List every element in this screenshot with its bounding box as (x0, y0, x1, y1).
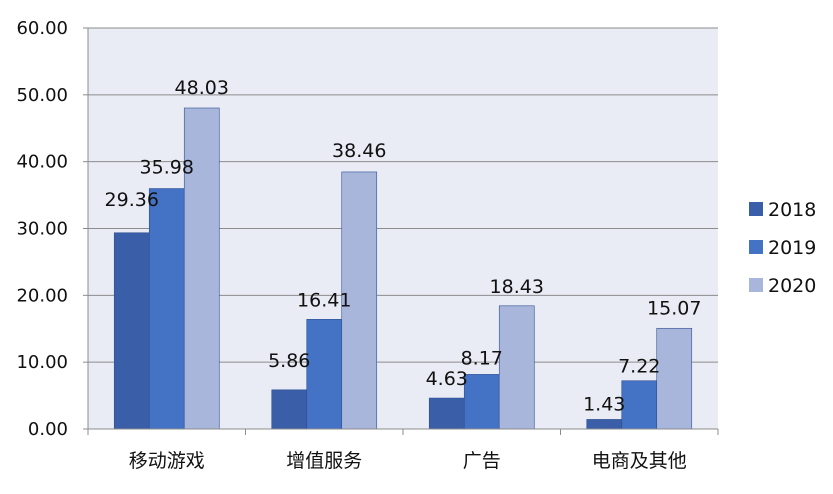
bar-2018-4 (586, 419, 623, 430)
bar-2018-2 (271, 389, 308, 430)
data-label: 16.41 (297, 289, 351, 311)
legend-swatch-2020 (749, 278, 763, 292)
y-tick-label: 40.00 (16, 152, 68, 173)
legend-label-2018: 2018 (768, 199, 816, 221)
x-category-label: 移动游戏 (129, 450, 205, 472)
bar-2019-3 (463, 374, 500, 430)
bar-2020-3 (498, 305, 535, 430)
bar-2019-2 (306, 319, 343, 430)
bar-2019-4 (621, 380, 658, 430)
data-label: 38.46 (332, 140, 386, 162)
y-tick-label: 60.00 (16, 18, 68, 39)
bar-2020-4 (656, 327, 693, 430)
data-label: 4.63 (426, 368, 468, 390)
bar-2018-1 (113, 232, 150, 430)
bar-2018-3 (428, 397, 465, 430)
legend-swatch-2019 (749, 240, 763, 254)
axes (87, 28, 719, 435)
legend-label-2019: 2019 (768, 237, 816, 259)
legend-swatch-2018 (749, 202, 763, 216)
legend: 2018 2019 2020 (749, 199, 816, 297)
y-tick-label: 20.00 (16, 285, 68, 306)
data-label: 7.22 (618, 356, 660, 378)
data-label: 5.86 (268, 350, 310, 372)
bar-2020-2 (341, 171, 378, 430)
data-label: 15.07 (647, 297, 701, 319)
data-label: 35.98 (140, 157, 194, 179)
bars (113, 107, 693, 430)
y-tick-label: 50.00 (16, 85, 68, 106)
data-label: 1.43 (583, 393, 625, 415)
y-tick-label: 30.00 (16, 219, 68, 240)
data-label: 8.17 (461, 347, 503, 369)
x-category-label: 增值服务 (286, 450, 362, 472)
x-category-label: 电商及其他 (592, 450, 687, 472)
x-axis-categories: 移动游戏 增值服务 广告 电商及其他 (129, 450, 687, 472)
y-tick-label: 0.00 (28, 419, 68, 440)
bar-2019-1 (148, 188, 185, 430)
data-label: 29.36 (105, 189, 159, 211)
y-axis-ticks: 0.00 10.00 20.00 30.00 40.00 50.00 60.00 (16, 18, 88, 440)
legend-label-2020: 2020 (768, 275, 816, 297)
data-labels: 29.36 5.86 4.63 1.43 35.98 16.41 8.17 7.22 48.03… (105, 77, 702, 415)
data-label: 18.43 (490, 276, 544, 298)
x-category-label: 广告 (463, 450, 501, 472)
bar-2020-1 (183, 107, 220, 430)
data-label: 48.03 (175, 77, 229, 99)
y-tick-label: 10.00 (16, 352, 68, 373)
